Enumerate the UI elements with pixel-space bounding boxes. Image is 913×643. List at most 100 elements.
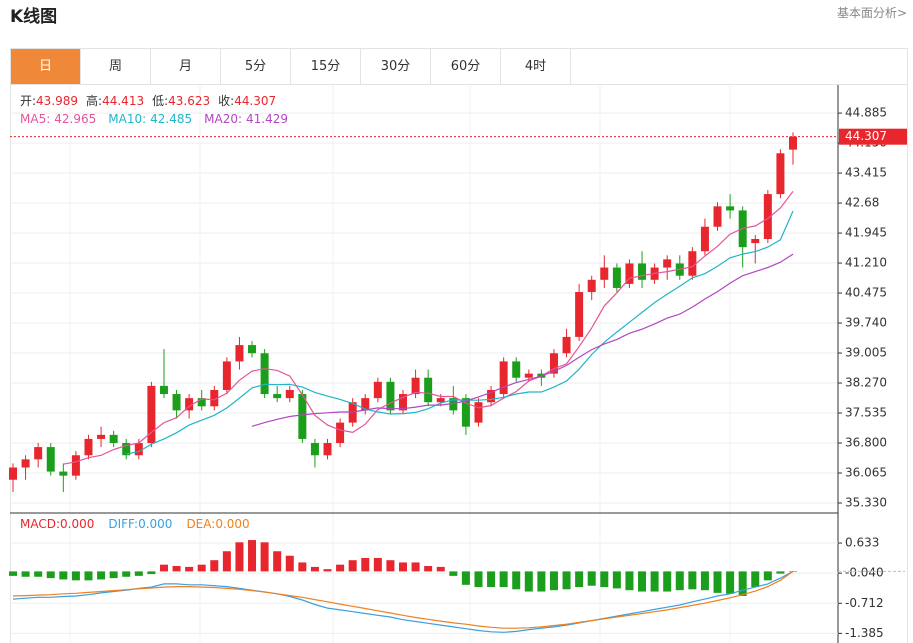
candle-body — [600, 267, 609, 280]
macd-bar — [638, 571, 647, 592]
candle-body — [273, 394, 282, 399]
ohlc-readout: 开:43.989 高:44.413 低:43.623 收:44.307 — [20, 93, 276, 108]
candle-body — [46, 447, 55, 472]
macd-bar — [499, 571, 508, 588]
macd-bar — [562, 571, 571, 590]
macd-bar — [348, 560, 357, 572]
period-tab[interactable]: 30分 — [361, 49, 431, 84]
macd-bar — [751, 571, 760, 588]
candle-body — [59, 471, 68, 476]
macd-bar — [59, 571, 68, 580]
y-tick-label: 35.330 — [845, 496, 887, 510]
y-tick-label: 37.535 — [845, 406, 887, 420]
candle-body — [449, 398, 458, 411]
macd-bar — [675, 571, 684, 591]
macd-bar — [738, 571, 747, 597]
period-tab[interactable]: 月 — [151, 49, 221, 84]
candle-body — [700, 226, 709, 252]
ohlc-value: 43.623 — [168, 94, 210, 108]
macd-bar — [474, 571, 483, 588]
period-tab[interactable]: 5分 — [221, 49, 291, 84]
macd-y-tick-label: -0.040 — [845, 566, 884, 580]
macd-bar — [424, 566, 433, 572]
candle-body — [260, 353, 269, 395]
candle-body — [612, 267, 621, 288]
macd-bar — [449, 571, 458, 576]
candle-body — [386, 381, 395, 411]
ohlc-value: 44.413 — [102, 94, 144, 108]
candle-body — [9, 467, 17, 480]
macd-bar — [134, 571, 143, 576]
macd-bar — [273, 551, 282, 572]
macd-bar — [537, 571, 546, 592]
macd-bar — [373, 557, 382, 572]
macd-bar — [222, 551, 231, 572]
macd-bar — [512, 571, 521, 590]
macd-bar — [386, 560, 395, 572]
ma-line — [126, 210, 794, 455]
macd-bar — [625, 571, 634, 591]
y-tick-label: 43.415 — [845, 166, 887, 180]
macd-bar — [172, 566, 181, 572]
period-tabs: 日周月 5分 15分 30分 60分 4时 — [10, 48, 908, 84]
candle-body — [461, 398, 470, 427]
macd-bar — [285, 555, 294, 572]
period-tab[interactable]: 15分 — [291, 49, 361, 84]
macd-y-tick-label: 0.633 — [845, 536, 879, 550]
macd-bar — [210, 560, 219, 572]
period-tab[interactable]: 周 — [81, 49, 151, 84]
candle-body — [185, 398, 194, 411]
candle-body — [424, 377, 433, 403]
y-tick-label: 39.740 — [845, 316, 887, 330]
y-tick-label: 41.945 — [845, 226, 887, 240]
macd-bar — [524, 571, 533, 592]
candle-body — [562, 336, 571, 354]
macd-bar — [713, 571, 722, 593]
ma-legend-value: 41.429 — [246, 112, 288, 126]
y-tick-label: 44.885 — [845, 106, 887, 120]
macd-bar — [361, 557, 370, 572]
macd-bar — [235, 542, 244, 572]
candle-body — [487, 389, 496, 403]
macd-bar — [587, 571, 596, 586]
period-tab[interactable]: 4时 — [501, 49, 571, 84]
macd-bar — [21, 571, 30, 577]
chart-frame — [10, 84, 908, 643]
ma-legend-name: MA10: — [108, 112, 146, 126]
fundamental-link[interactable]: 基本面分析> — [836, 6, 907, 20]
candle-body — [21, 459, 30, 468]
macd-legend: MACD:0.000 DIFF:0.000 DEA:0.000 — [20, 517, 250, 531]
macd-bar — [399, 562, 407, 572]
macd-bar — [663, 571, 672, 592]
last-price-box — [839, 128, 907, 145]
candle-body — [587, 279, 596, 293]
candle-body — [436, 398, 445, 403]
ma-legend-value: 42.485 — [150, 112, 192, 126]
period-tab[interactable]: 60分 — [431, 49, 501, 84]
candle-body — [285, 389, 294, 399]
macd-bar — [549, 571, 558, 591]
ma-line — [63, 191, 794, 465]
macd-legend-value: 0.000 — [215, 517, 249, 531]
page-title: K线图 — [10, 7, 58, 27]
ohlc-label: 开: — [20, 94, 36, 108]
ohlc-label: 收: — [218, 94, 234, 108]
y-tick-label: 42.68 — [845, 196, 879, 210]
macd-bar — [461, 571, 470, 585]
macd-y-tick-label: -1.385 — [845, 626, 884, 640]
period-tab[interactable]: 日 — [11, 49, 81, 84]
y-tick-label: 40.475 — [845, 286, 887, 300]
candle-body — [789, 136, 797, 150]
candle-body — [84, 438, 93, 456]
macd-bar — [411, 562, 420, 572]
macd-bar — [147, 571, 156, 575]
ma-legend: MA5: 42.965 MA10: 42.485 MA20: 41.429 — [20, 112, 288, 126]
macd-bar — [97, 571, 106, 580]
candle-body — [159, 385, 168, 395]
candle-body — [575, 292, 584, 337]
candle-body — [310, 443, 319, 456]
candle-body — [763, 194, 772, 239]
y-tick-label: 36.800 — [845, 436, 887, 450]
macd-bar — [600, 571, 609, 588]
